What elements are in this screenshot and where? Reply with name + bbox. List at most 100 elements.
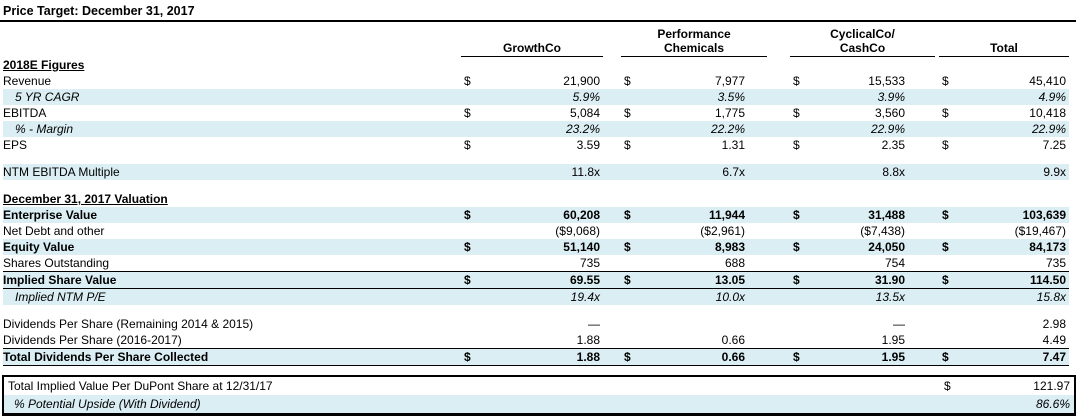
value-cell xyxy=(621,191,767,207)
cell-value: 1.95 xyxy=(881,333,905,347)
value-cell: 15.8x xyxy=(939,289,1069,306)
cell-value: 31.90 xyxy=(874,273,905,287)
value-cell: 754 xyxy=(790,255,935,272)
currency-symbol: $ xyxy=(942,106,949,120)
cell-value: 45,410 xyxy=(1029,74,1066,88)
table-row: Equity Value $51,140 $8,983 $24,050 $84,173 xyxy=(3,239,1069,255)
value-cell: 0.66 xyxy=(621,332,767,349)
cell-value: 86.6% xyxy=(1035,396,1070,411)
table-row: 5 YR CAGR 5.9% 3.5% 3.9% 4.9% xyxy=(3,89,1069,105)
row-label: Implied NTM P/E xyxy=(3,289,461,306)
value-cell: $69.55 xyxy=(461,271,603,289)
column-gap xyxy=(603,105,621,121)
column-gap xyxy=(767,73,790,89)
row-label-text: Shares Outstanding xyxy=(3,256,110,270)
cell-value: 1.88 xyxy=(576,350,600,364)
cell-value: 31,488 xyxy=(868,208,905,222)
cell-value: 735 xyxy=(579,256,600,270)
row-label-text: EPS xyxy=(3,138,28,152)
column-header-line2: CashCo xyxy=(839,41,886,55)
cell-value: 22.2% xyxy=(710,122,745,136)
value-cell: $1.95 xyxy=(790,348,935,366)
value-cell: $103,639 xyxy=(939,207,1069,223)
cell-value: 51,140 xyxy=(563,240,600,254)
table-row: Total Dividends Per Share Collected $1.88… xyxy=(3,348,1069,366)
column-gap xyxy=(603,28,621,57)
value-cell: $8,983 xyxy=(621,239,767,255)
label-column-header xyxy=(3,28,461,57)
value-cell: $13.05 xyxy=(621,271,767,289)
value-cell xyxy=(461,57,603,74)
cell-value: 3,560 xyxy=(874,106,905,120)
row-label: NTM EBITDA Multiple xyxy=(3,164,461,180)
cell-value: 6.7x xyxy=(722,165,745,179)
column-gap xyxy=(603,255,621,272)
currency-symbol: $ xyxy=(464,240,471,254)
column-header-cyclicalco-cashco: CyclicalCo/ CashCo xyxy=(790,28,935,57)
currency-symbol: $ xyxy=(793,273,800,287)
row-label-text: Implied NTM P/E xyxy=(15,290,106,304)
column-gap xyxy=(767,255,790,272)
value-cell: $1,775 xyxy=(621,105,767,121)
column-gap xyxy=(767,164,790,180)
value-cell: $11,944 xyxy=(621,207,767,223)
value-cell: $7,977 xyxy=(621,73,767,89)
cell-value: 0.66 xyxy=(721,333,745,347)
row-label: Dividends Per Share (Remaining 2014 & 20… xyxy=(3,316,461,332)
cell-value: — xyxy=(588,317,600,331)
cell-value: 5,084 xyxy=(569,106,600,120)
cell-value: 688 xyxy=(724,256,745,270)
cell-value: 60,208 xyxy=(563,208,600,222)
value-cell: $51,140 xyxy=(461,239,603,255)
row-label: Shares Outstanding xyxy=(3,255,461,272)
row-label: Dividends Per Share (2016-2017) xyxy=(3,332,461,349)
currency-symbol: $ xyxy=(464,273,471,287)
column-gap xyxy=(603,332,621,349)
cell-value: 4.49 xyxy=(1042,333,1066,347)
cell-value: 69.55 xyxy=(569,273,600,287)
value-cell xyxy=(790,57,935,74)
currency-symbol: $ xyxy=(942,74,949,88)
value-cell: $114.50 xyxy=(939,271,1069,289)
value-cell: 13.5x xyxy=(790,289,935,306)
cell-value: 3.59 xyxy=(576,138,600,152)
table-row: Implied Share Value $69.55 $13.05 $31.90 $11… xyxy=(3,271,1069,289)
table-row: EBITDA $5,084 $1,775 $3,560 $10,418 xyxy=(3,105,1069,121)
table-row: Net Debt and other ($9,068) ($2,961) ($7,43… xyxy=(3,223,1069,239)
value-cell: $2.35 xyxy=(790,137,935,153)
cell-value: 22.9% xyxy=(1031,122,1066,136)
value-cell: $0.66 xyxy=(621,348,767,366)
summary-label: Total Implied Value Per DuPont Share at … xyxy=(8,378,273,393)
summary-label: % Potential Upside (With Dividend) xyxy=(14,396,201,411)
row-label-text: 2018E Figures xyxy=(3,58,85,72)
row-label-text: Equity Value xyxy=(3,240,75,254)
currency-symbol: $ xyxy=(624,74,631,88)
currency-symbol: $ xyxy=(624,350,631,364)
column-gap xyxy=(767,57,790,74)
currency-symbol: $ xyxy=(942,350,949,364)
value-cell: 735 xyxy=(461,255,603,272)
value-cell: 3.5% xyxy=(621,89,767,105)
currency-symbol: $ xyxy=(624,208,631,222)
row-label: 2018E Figures xyxy=(3,57,461,74)
cell-value: 2.35 xyxy=(881,138,905,152)
value-cell: ($2,961) xyxy=(621,223,767,239)
cell-value: 1.31 xyxy=(721,138,745,152)
cell-value: 103,639 xyxy=(1022,208,1066,222)
cell-value: 9.9x xyxy=(1043,165,1066,179)
cell-value: 13.05 xyxy=(714,273,745,287)
cell-value: 24,050 xyxy=(868,240,905,254)
cell-value: 23.2% xyxy=(565,122,600,136)
row-label-text: % - Margin xyxy=(15,122,74,136)
value-cell: 19.4x xyxy=(461,289,603,306)
valuation-table: GrowthCo Performance Chemicals CyclicalC… xyxy=(3,28,1069,366)
row-label-text: Enterprise Value xyxy=(3,208,98,222)
cell-value: 754 xyxy=(884,256,905,270)
value-cell: 4.9% xyxy=(939,89,1069,105)
cell-value: 84,173 xyxy=(1029,240,1066,254)
column-gap xyxy=(603,137,621,153)
value-cell: $45,410 xyxy=(939,73,1069,89)
cell-value: 0.66 xyxy=(721,350,745,364)
cell-value: 15,533 xyxy=(868,74,905,88)
cell-value: ($2,961) xyxy=(700,224,745,238)
